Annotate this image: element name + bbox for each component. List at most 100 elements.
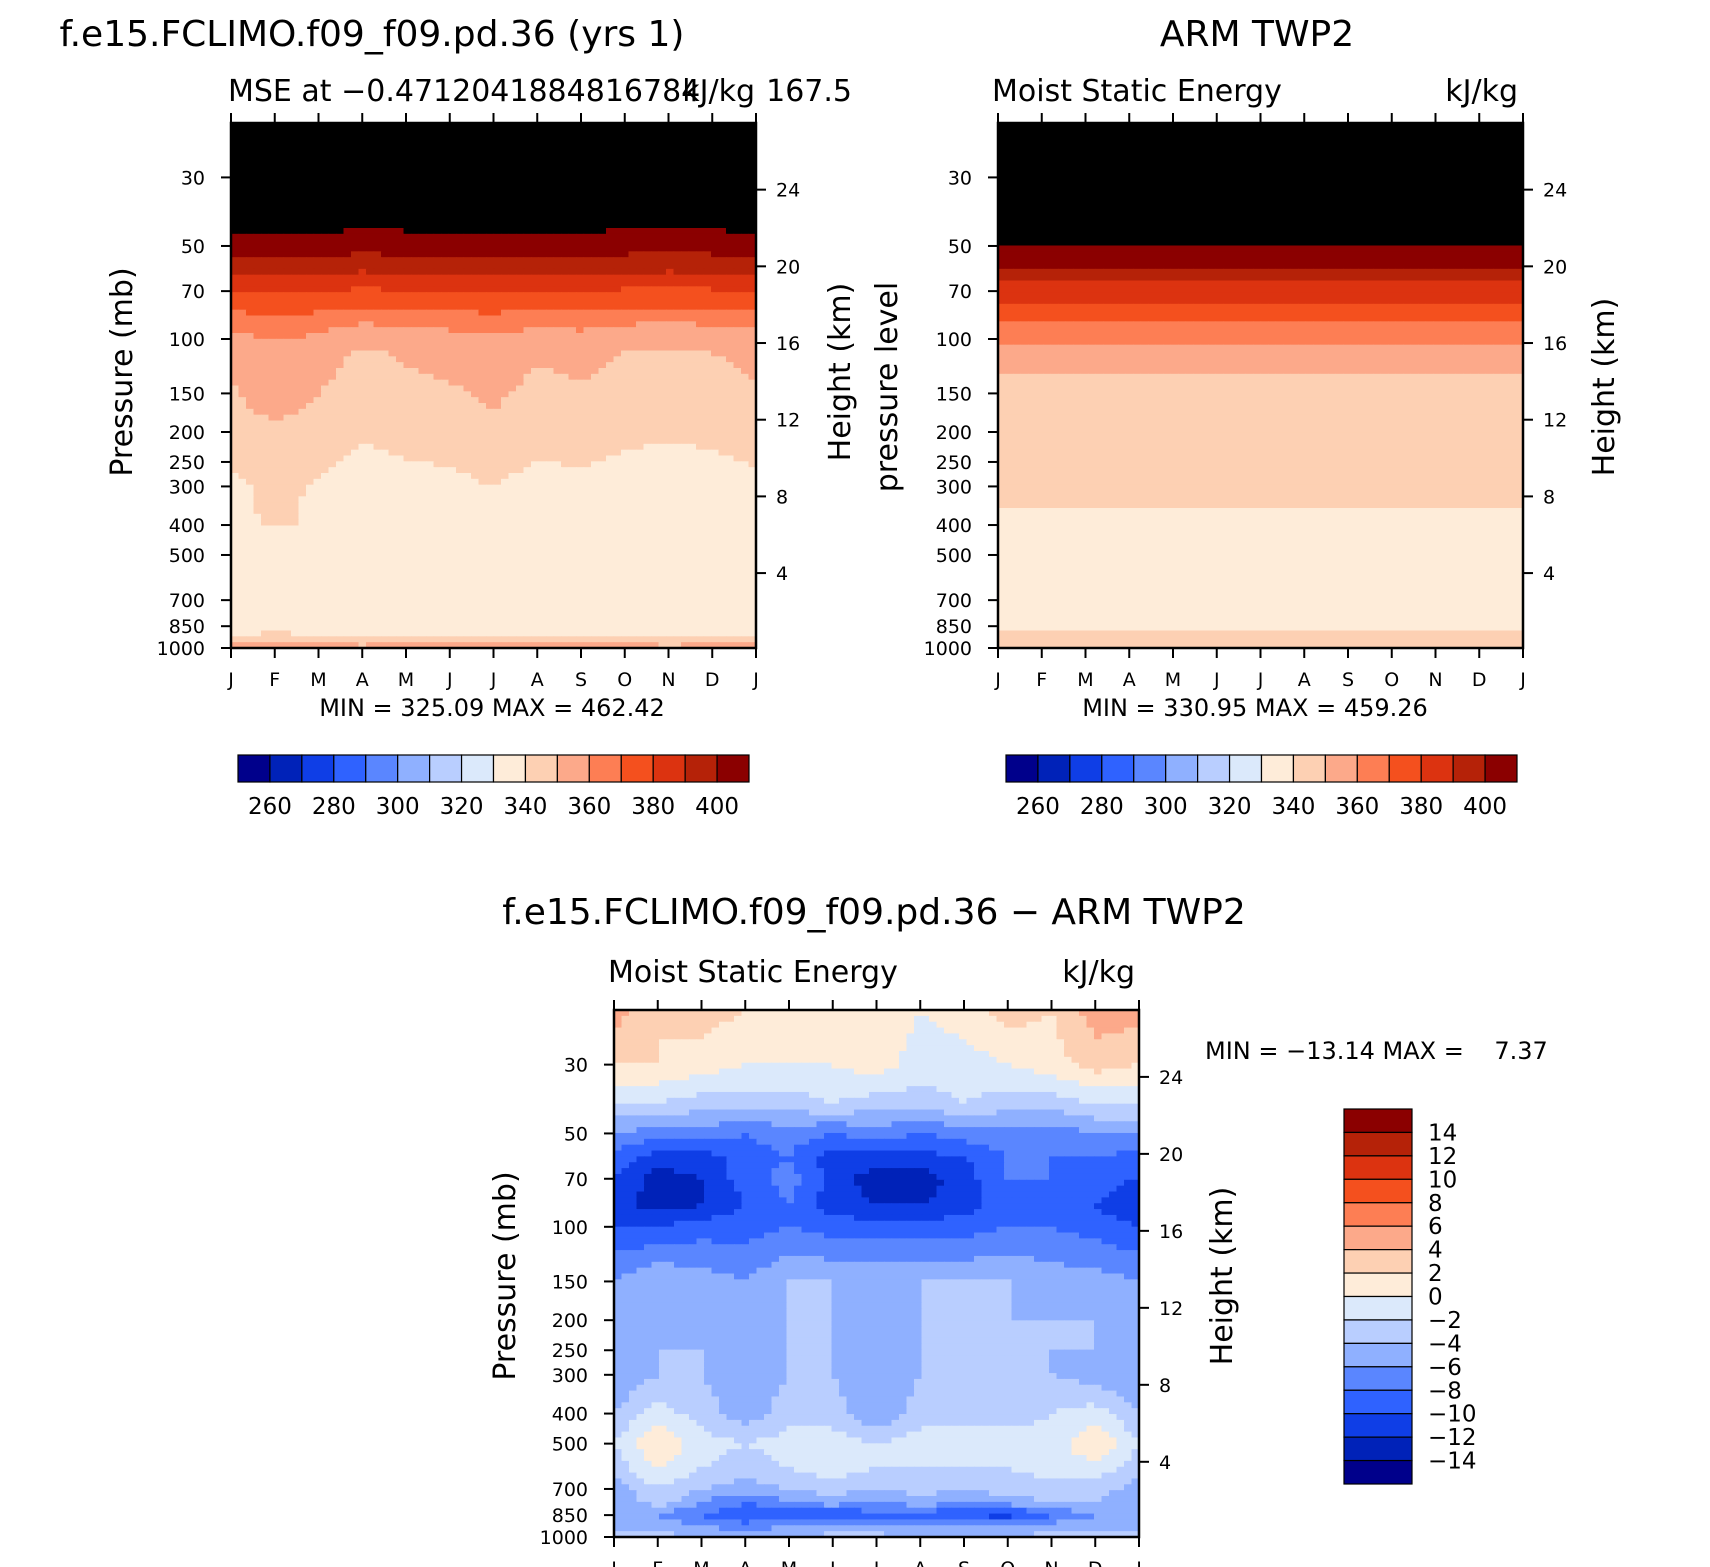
model-field-cell <box>681 239 690 247</box>
model-field-cell <box>606 303 615 311</box>
model-field-cell <box>493 502 502 509</box>
model-field-cell <box>538 438 547 445</box>
model-field-cell <box>501 146 510 153</box>
model-field-cell <box>748 432 757 439</box>
model-field-cell <box>546 467 555 474</box>
model-field-cell <box>366 327 375 334</box>
model-field-cell <box>253 449 262 457</box>
model-field-cell <box>283 169 292 177</box>
model-field-cell <box>351 280 360 287</box>
model-field-cell <box>276 379 285 387</box>
model-field-cell <box>636 449 645 457</box>
model-field-cell <box>448 368 457 375</box>
model-field-cell <box>313 432 322 439</box>
model-field-cell <box>696 298 705 305</box>
model-field-cell <box>621 204 630 212</box>
model-field-cell <box>291 344 300 352</box>
model-field-cell <box>306 426 315 433</box>
model-field-cell <box>486 181 495 188</box>
model-field-cell <box>501 204 510 212</box>
model-field-cell <box>666 233 675 241</box>
model-field-cell <box>276 152 285 159</box>
model-field-cell <box>238 432 247 439</box>
model-field-cell <box>351 198 360 206</box>
model-field-cell <box>268 309 277 317</box>
model-field-cell <box>636 414 645 422</box>
model-field-cell <box>246 531 255 538</box>
model-field-cell <box>703 403 712 410</box>
model-field-cell <box>538 368 547 375</box>
model-field-cell <box>546 496 555 503</box>
model-field-cell <box>576 128 585 136</box>
model-field-cell <box>336 490 345 497</box>
model-field-cell <box>246 286 255 293</box>
model-field-cell <box>366 350 375 357</box>
model-field-cell <box>381 193 390 200</box>
model-field-cell <box>501 315 510 322</box>
model-field-cell <box>651 146 660 153</box>
model-field-cell <box>388 385 397 392</box>
model-field-cell <box>561 373 570 381</box>
model-field-cell <box>673 169 682 177</box>
model-field-cell <box>403 362 412 369</box>
model-field-cell <box>328 204 337 212</box>
model-field-cell <box>336 356 345 363</box>
model-field-cell <box>538 187 547 194</box>
model-field-cell <box>343 245 352 252</box>
model-field-cell <box>493 414 502 422</box>
model-field-cell <box>613 233 622 241</box>
model-field-cell <box>426 163 435 171</box>
model-field-cell <box>358 309 367 317</box>
model-field-cell <box>493 204 502 212</box>
model-field-cell <box>591 438 600 445</box>
model-field-cell <box>246 397 255 404</box>
model-field-cell <box>358 298 367 305</box>
model-field-cell <box>523 455 532 462</box>
model-field-cell <box>321 228 330 235</box>
model-field-cell <box>246 257 255 264</box>
model-field-cell <box>388 531 397 538</box>
model-field-cell <box>291 286 300 293</box>
model-field-cell <box>748 467 757 474</box>
model-field-cell <box>508 327 517 334</box>
model-field-cell <box>561 356 570 363</box>
model-field-cell <box>381 397 390 404</box>
model-field-cell <box>478 449 487 457</box>
model-field-cell <box>441 169 450 177</box>
model-field-cell <box>643 193 652 200</box>
model-field-cell <box>358 222 367 229</box>
model-field-cell <box>748 245 757 252</box>
model-field-cell <box>246 140 255 147</box>
model-field-cell <box>261 513 270 521</box>
model-field-cell <box>501 158 510 165</box>
model-field-cell <box>658 268 667 276</box>
model-field-cell <box>388 274 397 282</box>
model-field-cell <box>546 280 555 287</box>
model-field-cell <box>381 303 390 311</box>
model-field-cell <box>388 210 397 217</box>
model-field-cell <box>538 513 547 521</box>
model-field-cell <box>583 274 592 282</box>
model-field-cell <box>583 198 592 206</box>
model-field-cell <box>448 432 457 439</box>
model-field-cell <box>726 268 735 276</box>
model-field-cell <box>606 222 615 229</box>
model-field-cell <box>283 152 292 159</box>
model-field-cell <box>313 268 322 276</box>
model-field-cell <box>621 368 630 375</box>
model-field-cell <box>358 280 367 287</box>
model-field-cell <box>306 362 315 369</box>
model-field-cell <box>478 490 487 497</box>
model-field-cell <box>381 537 390 544</box>
model-field-cell <box>276 315 285 322</box>
model-field-cell <box>471 239 480 247</box>
model-field-cell <box>636 333 645 340</box>
model-field-cell <box>336 140 345 147</box>
model-field-cell <box>688 146 697 153</box>
model-field-cell <box>306 257 315 264</box>
model-field-cell <box>426 508 435 515</box>
model-field-cell <box>501 309 510 317</box>
model-field-cell <box>246 251 255 258</box>
model-field-cell <box>471 373 480 381</box>
model-field-cell <box>516 309 525 317</box>
